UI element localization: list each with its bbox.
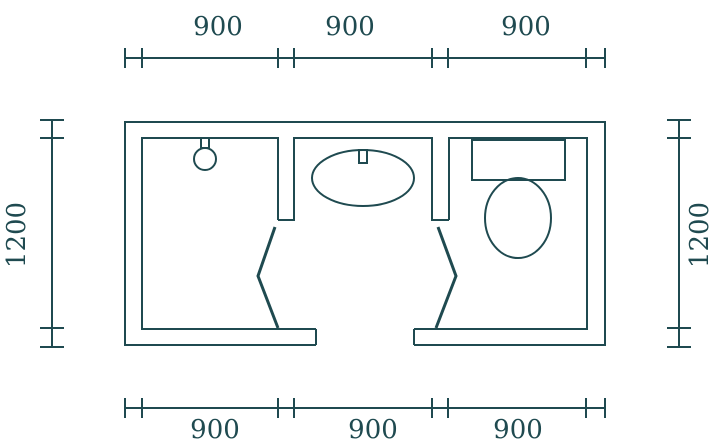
- top-dimension-label-1: 900: [193, 12, 243, 42]
- bottom-dimension-label-1: 900: [190, 415, 240, 443]
- bottom-dimension-label-3: 900: [493, 415, 543, 443]
- right-folding-door: [434, 226, 458, 329]
- top-dimension-label-3: 900: [501, 12, 551, 42]
- outer-walls: [124, 121, 606, 346]
- sink-basin-icon: [311, 149, 415, 207]
- shower-drain-icon: [193, 137, 217, 171]
- bottom-dimension-label-2: 900: [348, 415, 398, 443]
- top-dimension-line: [124, 48, 606, 68]
- left-dimension-line: [40, 119, 64, 348]
- bottom-dimension-line: [124, 398, 606, 418]
- right-dimension-line: [667, 119, 691, 348]
- top-dimension-label-2: 900: [325, 12, 375, 42]
- right-dimension-label: 1200: [685, 202, 715, 268]
- left-dimension-label: 1200: [2, 202, 32, 268]
- toilet-tank-icon: [471, 139, 566, 181]
- vanity-counter: [278, 137, 449, 221]
- left-folding-door: [256, 226, 280, 329]
- toilet-bowl-icon: [484, 177, 552, 259]
